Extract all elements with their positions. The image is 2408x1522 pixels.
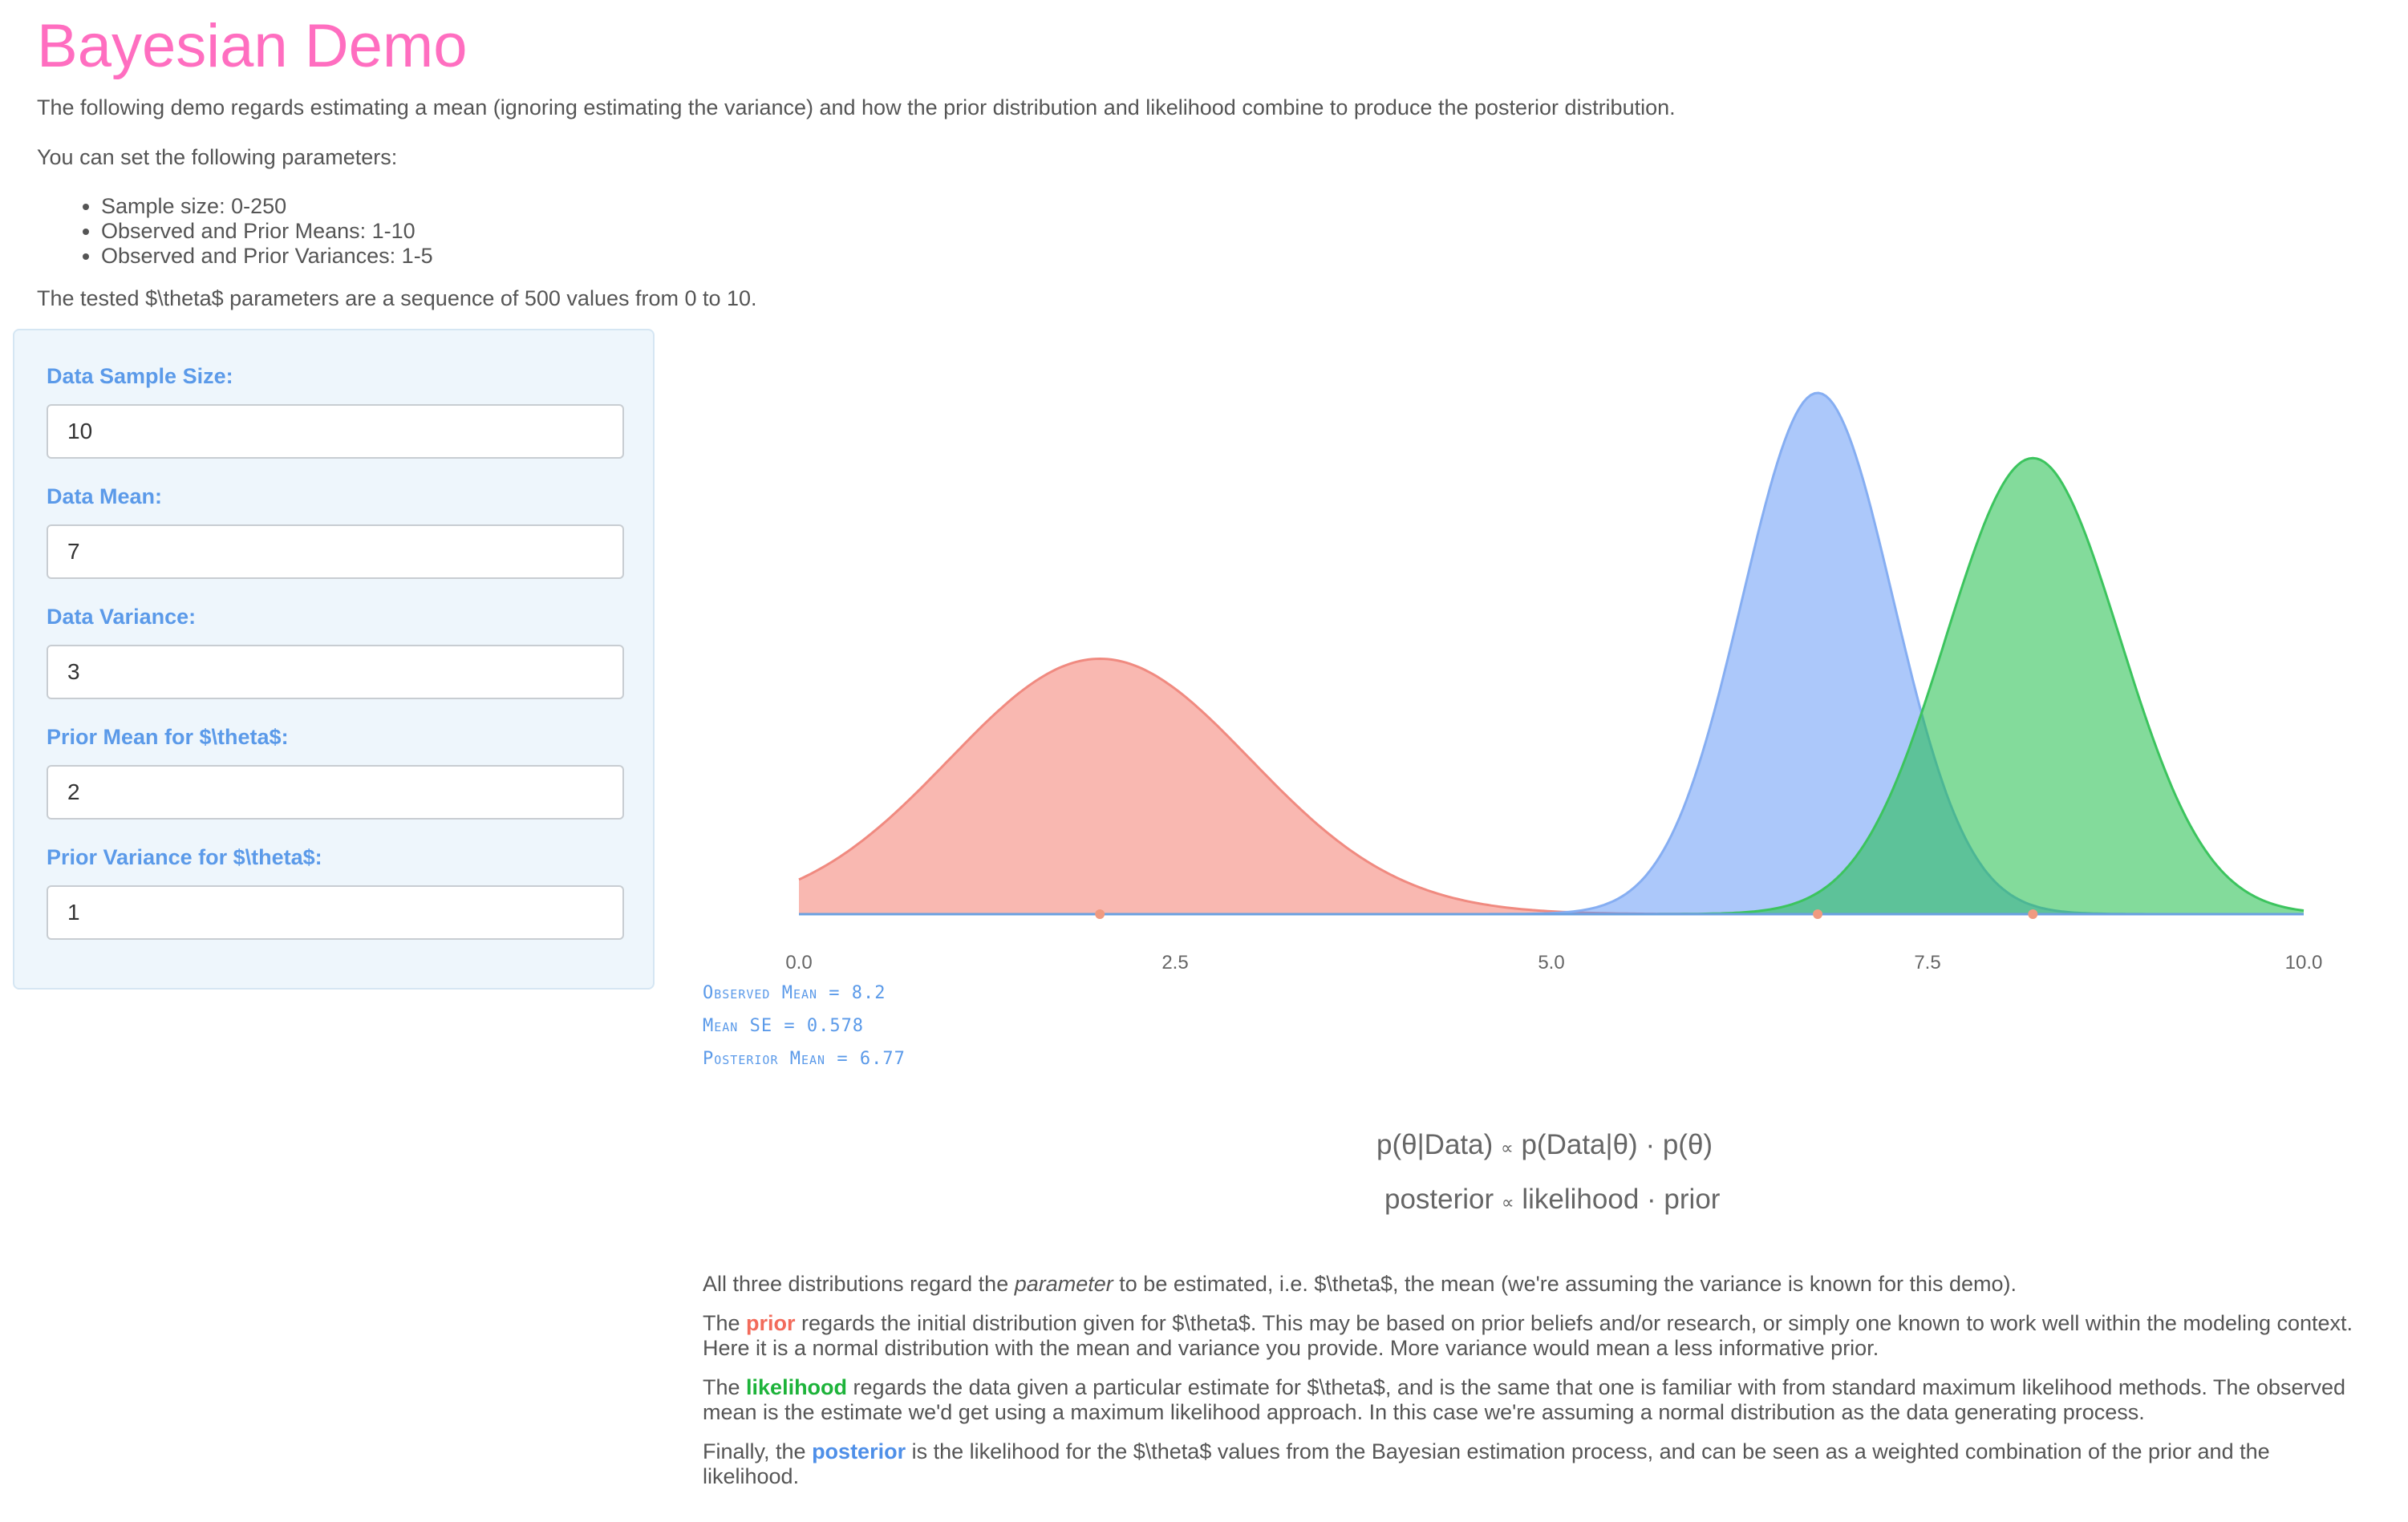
explanation-prior: The prior regards the initial distributi… bbox=[703, 1311, 2353, 1360]
explanation-posterior: Finally, the posterior is the likelihood… bbox=[703, 1439, 2270, 1488]
list-item: Observed and Prior Variances: 1-5 bbox=[101, 244, 433, 269]
prior-area bbox=[799, 658, 2304, 914]
mean-point bbox=[1095, 909, 1105, 919]
mean-point bbox=[1813, 909, 1823, 919]
formula-likelihood: p(Data|θ) bbox=[1521, 1129, 1638, 1160]
x-tick-label: 5.0 bbox=[1538, 952, 1564, 974]
explanation-parameter: All three distributions regard the param… bbox=[703, 1272, 2017, 1296]
mean-se-label: Mean SE bbox=[703, 1016, 773, 1036]
data-variance-input[interactable] bbox=[47, 645, 624, 699]
posterior-keyword: posterior bbox=[812, 1439, 906, 1463]
explanation-likelihood: The likelihood regards the data given a … bbox=[703, 1375, 2345, 1424]
mean-point bbox=[2028, 909, 2038, 919]
distribution-chart: 0.0 2.5 5.0 7.5 10.0 bbox=[785, 391, 2323, 974]
word-likelihood: likelihood bbox=[1522, 1184, 1640, 1215]
x-tick-label: 7.5 bbox=[1914, 952, 1940, 974]
bayes-formula: p(θ|Data) ∝ p(Data|θ) · p(θ) bbox=[1376, 1129, 1713, 1161]
posterior-mean-label: Posterior Mean bbox=[703, 1049, 826, 1069]
observed-mean-value: 8.2 bbox=[851, 983, 886, 1003]
sample-size-input[interactable] bbox=[47, 404, 624, 459]
formula-prior: p(θ) bbox=[1662, 1129, 1713, 1160]
list-item: Observed and Prior Means: 1-10 bbox=[101, 219, 433, 244]
x-tick-label: 0.0 bbox=[785, 952, 812, 974]
data-mean-label: Data Mean: bbox=[47, 484, 163, 508]
mean-se-value: 0.578 bbox=[806, 1016, 865, 1036]
proportional-symbol: ∝ bbox=[1501, 1138, 1514, 1158]
intro-text: The following demo regards estimating a … bbox=[37, 95, 1676, 119]
data-variance-label: Data Variance: bbox=[47, 605, 197, 629]
mean-se-readout: Mean SE = 0.578 bbox=[703, 1016, 865, 1036]
page-title: Bayesian Demo bbox=[37, 12, 468, 80]
posterior-mean-readout: Posterior Mean = 6.77 bbox=[703, 1049, 906, 1069]
formula-posterior: p(θ|Data) bbox=[1376, 1129, 1494, 1160]
bayes-formula-words: posterior ∝ likelihood · prior bbox=[1384, 1184, 1720, 1216]
prior-variance-input[interactable] bbox=[47, 885, 624, 940]
list-item: Sample size: 0-250 bbox=[101, 194, 433, 219]
posterior-mean-value: 6.77 bbox=[859, 1049, 906, 1069]
word-posterior: posterior bbox=[1384, 1184, 1494, 1215]
prior-mean-label: Prior Mean for $\theta$: bbox=[47, 725, 289, 749]
parameter-panel: Data Sample Size: Data Mean: Data Varian… bbox=[13, 329, 655, 990]
prior-variance-label: Prior Variance for $\theta$: bbox=[47, 845, 322, 869]
x-tick-label: 10.0 bbox=[2285, 952, 2323, 974]
likelihood-area bbox=[799, 458, 2304, 914]
observed-mean-readout: Observed Mean = 8.2 bbox=[703, 983, 886, 1003]
theta-note: The tested $\theta$ parameters are a seq… bbox=[37, 286, 757, 310]
observed-mean-label: Observed Mean bbox=[703, 983, 818, 1003]
word-prior: prior bbox=[1664, 1184, 1721, 1215]
parameter-list: Sample size: 0-250 Observed and Prior Me… bbox=[72, 194, 433, 269]
likelihood-keyword: likelihood bbox=[746, 1375, 848, 1399]
x-tick-label: 2.5 bbox=[1161, 952, 1188, 974]
sample-size-label: Data Sample Size: bbox=[47, 364, 233, 388]
parameters-intro: You can set the following parameters: bbox=[37, 145, 398, 169]
explanation: All three distributions regard the param… bbox=[703, 1272, 2371, 1504]
dot-symbol: · bbox=[1647, 1184, 1656, 1215]
data-mean-input[interactable] bbox=[47, 524, 624, 579]
prior-mean-input[interactable] bbox=[47, 765, 624, 820]
proportional-symbol: ∝ bbox=[1501, 1192, 1514, 1212]
prior-keyword: prior bbox=[746, 1311, 796, 1335]
dot-symbol: · bbox=[1645, 1129, 1656, 1160]
